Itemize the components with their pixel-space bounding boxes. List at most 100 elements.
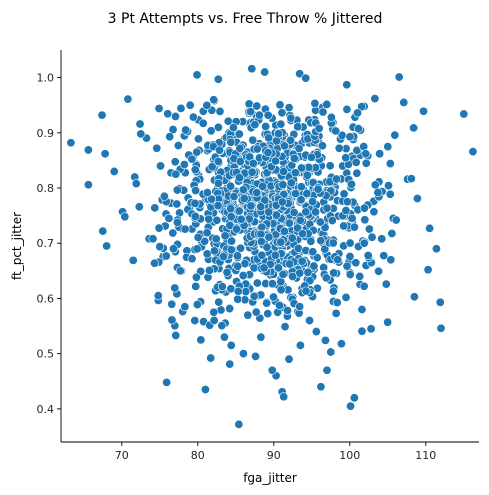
scatter-point — [201, 385, 209, 393]
scatter-point — [275, 301, 283, 309]
scatter-point — [368, 233, 376, 241]
scatter-point — [181, 225, 189, 233]
scatter-point — [318, 142, 326, 150]
scatter-point — [248, 168, 256, 176]
scatter-point — [226, 360, 234, 368]
scatter-point — [172, 170, 180, 178]
scatter-point — [169, 229, 177, 237]
scatter-point — [332, 175, 340, 183]
scatter-point — [342, 293, 350, 301]
scatter-point — [352, 158, 360, 166]
scatter-point — [265, 208, 273, 216]
scatter-point — [218, 321, 226, 329]
scatter-point — [387, 256, 395, 264]
scatter-point — [354, 125, 362, 133]
scatter-point — [236, 144, 244, 152]
scatter-point — [237, 215, 245, 223]
scatter-point — [287, 179, 295, 187]
scatter-point — [309, 248, 317, 256]
scatter-point — [239, 271, 247, 279]
scatter-point — [214, 123, 222, 131]
scatter-point — [285, 103, 293, 111]
scatter-point — [149, 235, 157, 243]
scatter-point — [312, 327, 320, 335]
scatter-point — [311, 99, 319, 107]
scatter-point — [343, 198, 351, 206]
scatter-point — [181, 303, 189, 311]
scatter-point — [419, 107, 427, 115]
scatter-point — [343, 105, 351, 113]
scatter-point — [186, 101, 194, 109]
scatter-point — [192, 282, 200, 290]
scatter-point — [219, 252, 227, 260]
scatter-point — [367, 325, 375, 333]
scatter-point — [214, 75, 222, 83]
scatter-point — [361, 216, 369, 224]
scatter-point — [226, 204, 234, 212]
scatter-point — [337, 340, 345, 348]
scatter-point — [233, 295, 241, 303]
scatter-point — [413, 194, 421, 202]
scatter-point — [291, 189, 299, 197]
scatter-point — [156, 162, 164, 170]
scatter-point — [276, 101, 284, 109]
scatter-point — [302, 74, 310, 82]
scatter-point — [374, 188, 382, 196]
scatter-point — [177, 104, 185, 112]
scatter-point — [214, 179, 222, 187]
scatter-point — [229, 123, 237, 131]
scatter-point — [329, 239, 337, 247]
x-tick-label: 90 — [267, 449, 281, 462]
scatter-point — [407, 174, 415, 182]
scatter-point — [346, 270, 354, 278]
scatter-point — [171, 284, 179, 292]
scatter-point — [360, 239, 368, 247]
scatter-point — [235, 130, 243, 138]
scatter-point — [279, 181, 287, 189]
scatter-point — [121, 213, 129, 221]
scatter-point — [277, 238, 285, 246]
scatter-point — [294, 244, 302, 252]
scatter-point — [279, 167, 287, 175]
chart-title: 3 Pt Attempts vs. Free Throw % Jittered — [108, 11, 383, 27]
scatter-point — [323, 204, 331, 212]
scatter-point — [391, 131, 399, 139]
scatter-point — [302, 208, 310, 216]
scatter-point — [203, 101, 211, 109]
y-axis-ticks: 0.40.50.60.70.80.91.0 — [37, 72, 62, 416]
scatter-point — [323, 366, 331, 374]
y-axis-label: ft_pct_jitter — [10, 212, 24, 280]
scatter-point — [360, 204, 368, 212]
scatter-point — [257, 333, 265, 341]
scatter-point — [291, 169, 299, 177]
scatter-point — [307, 237, 315, 245]
scatter-point — [235, 420, 243, 428]
scatter-point — [283, 306, 291, 314]
scatter-point — [271, 251, 279, 259]
scatter-point — [370, 208, 378, 216]
scatter-point — [165, 214, 173, 222]
scatter-point — [395, 73, 403, 81]
scatter-point — [246, 107, 254, 115]
scatter-point — [364, 251, 372, 259]
y-tick-label: 0.4 — [37, 403, 55, 416]
x-tick-label: 70 — [115, 449, 129, 462]
scatter-point — [251, 352, 259, 360]
scatter-point — [343, 262, 351, 270]
scatter-point — [124, 95, 132, 103]
scatter-point — [340, 190, 348, 198]
scatter-point — [383, 318, 391, 326]
scatter-point — [295, 144, 303, 152]
scatter-point — [264, 148, 272, 156]
scatter-point — [328, 216, 336, 224]
scatter-point — [239, 349, 247, 357]
scatter-point — [101, 150, 109, 158]
scatter-point — [173, 200, 181, 208]
scatter-point — [333, 256, 341, 264]
scatter-point — [172, 331, 180, 339]
scatter-point — [169, 245, 177, 253]
scatter-point — [460, 110, 468, 118]
scatter-point — [253, 279, 261, 287]
scatter-point — [154, 291, 162, 299]
